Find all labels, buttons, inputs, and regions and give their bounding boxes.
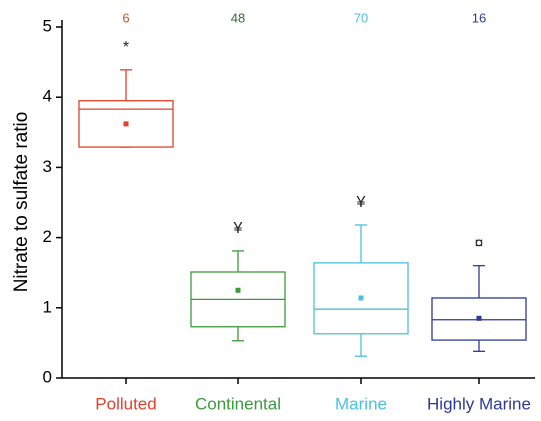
count-label: 6 — [122, 10, 129, 25]
mean-marker — [476, 315, 482, 321]
y-tick-label: 4 — [43, 87, 52, 106]
count-label: 16 — [472, 10, 486, 25]
annotation: ¥ — [356, 194, 366, 211]
y-tick-label: 0 — [43, 367, 52, 386]
x-tick-label: Marine — [335, 394, 387, 413]
x-tick-label: Continental — [195, 394, 281, 413]
x-tick-label: Highly Marine — [427, 394, 531, 413]
y-axis-label: Nitrate to sulfate ratio — [11, 112, 32, 293]
y-tick-label: 3 — [43, 157, 52, 176]
box — [313, 262, 409, 335]
count-label: 70 — [354, 10, 368, 25]
x-tick-label: Polluted — [95, 394, 156, 413]
annotation: ¤ — [475, 235, 484, 252]
annotation: ¥ — [233, 220, 243, 237]
mean-marker — [358, 295, 364, 301]
y-tick-label: 5 — [43, 16, 52, 35]
annotation: * — [123, 39, 129, 56]
y-tick-label: 1 — [43, 297, 52, 316]
mean-marker — [123, 121, 129, 127]
mean-marker — [235, 287, 241, 293]
count-label: 48 — [231, 10, 245, 25]
y-tick-label: 2 — [43, 227, 52, 246]
